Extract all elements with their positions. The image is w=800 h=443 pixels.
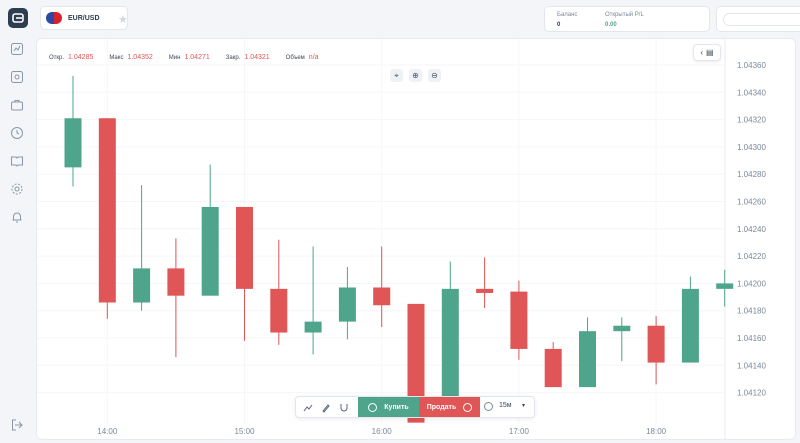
indicators-icon[interactable] xyxy=(302,401,314,413)
candle-body[interactable] xyxy=(64,118,82,168)
candle-body[interactable] xyxy=(270,288,288,333)
candle-body[interactable] xyxy=(167,268,185,296)
chevron-down-icon[interactable]: ▾ xyxy=(522,403,526,409)
zoom-in-icon[interactable]: ⊕ xyxy=(409,69,422,82)
candle-body[interactable] xyxy=(716,283,734,289)
time-tick-label: 17:00 xyxy=(509,427,530,436)
history-icon[interactable] xyxy=(10,126,24,140)
candle-body[interactable] xyxy=(338,287,356,322)
price-tick-label: 1.04180 xyxy=(737,307,766,316)
chart-panel: 1.04360 1.04340 1.04320 1.04300 1.04280 1.042… xyxy=(36,38,796,440)
price-tick-label: 1.04240 xyxy=(737,225,766,234)
price-tick-label: 1.04260 xyxy=(737,198,766,207)
ohlc-low: Мин 1.04271 xyxy=(168,54,210,61)
price-tick-label: 1.04280 xyxy=(737,170,766,179)
candle-body[interactable] xyxy=(647,325,665,363)
chevron-left-icon: ‹ xyxy=(700,48,704,57)
sell-label: Продать xyxy=(426,403,457,411)
panel-icon: ▤ xyxy=(706,48,714,57)
candle-body[interactable] xyxy=(681,288,699,363)
candle-body[interactable] xyxy=(98,118,116,303)
sell-button[interactable]: Продать xyxy=(419,397,480,417)
price-tick-label: 1.04340 xyxy=(737,88,766,97)
price-tick-label: 1.04160 xyxy=(737,334,766,343)
candle-body[interactable] xyxy=(373,287,391,306)
notifications-icon[interactable] xyxy=(10,210,24,224)
favorite-star-icon[interactable]: ★ xyxy=(118,14,128,26)
price-tick-label: 1.04140 xyxy=(737,361,766,370)
portfolio-icon[interactable] xyxy=(10,98,24,112)
zoom-out-icon[interactable]: ⊖ xyxy=(428,69,441,82)
candle-body[interactable] xyxy=(201,206,219,296)
candle-body[interactable] xyxy=(544,348,562,388)
ohlc-close: Закр. 1.04321 xyxy=(225,54,270,61)
sidebar xyxy=(0,0,34,443)
drawing-icon[interactable] xyxy=(320,401,332,413)
price-tick-label: 1.04360 xyxy=(737,61,766,70)
instrument-selector[interactable]: EUR/USD ★ xyxy=(40,6,128,30)
timeframe-clock-icon xyxy=(484,402,493,411)
candle-body[interactable] xyxy=(304,321,322,333)
eur-usd-flag-icon xyxy=(46,12,62,24)
account-summary: Баланс 0 Открытый P/L 0.00 xyxy=(544,6,710,32)
price-tick-label: 1.04300 xyxy=(737,143,766,152)
time-tick-label: 14:00 xyxy=(97,427,118,436)
balance-label: Баланс xyxy=(557,12,578,18)
time-tick-label: 18:00 xyxy=(646,427,667,436)
crosshair-icon[interactable]: ⌖ xyxy=(390,69,403,82)
time-tick-label: 15:00 xyxy=(234,427,255,436)
candle-body[interactable] xyxy=(613,325,631,332)
education-icon[interactable] xyxy=(10,154,24,168)
balance-value: 0 xyxy=(557,22,561,28)
candle-body[interactable] xyxy=(236,206,253,289)
candle-body[interactable] xyxy=(579,331,596,388)
magnet-icon[interactable] xyxy=(338,401,350,413)
sell-arrow-icon xyxy=(463,402,473,412)
candle-body[interactable] xyxy=(441,288,459,414)
analytics-icon[interactable] xyxy=(10,70,24,84)
app-logo[interactable] xyxy=(8,8,28,28)
price-tick-label: 1.04220 xyxy=(737,252,766,261)
buy-label: Купить xyxy=(384,403,409,411)
price-tick-label: 1.04200 xyxy=(737,279,766,288)
ohlc-open: Откр. 1.04285 xyxy=(49,54,94,61)
open-pl-value: 0.00 xyxy=(605,22,617,28)
price-chart[interactable]: 1.04360 1.04340 1.04320 1.04300 1.04280 1.042… xyxy=(37,39,796,440)
price-tick-label: 1.04320 xyxy=(737,116,766,125)
open-pl-label: Открытый P/L xyxy=(605,12,644,18)
chart-icon[interactable] xyxy=(10,42,24,56)
candle-body[interactable] xyxy=(133,268,151,303)
candle-body[interactable] xyxy=(510,291,528,349)
account-extra-field[interactable] xyxy=(723,13,800,26)
trade-bar: Купить Продать 15м ▾ xyxy=(295,396,535,418)
buy-arrow-icon xyxy=(368,402,378,412)
settings-icon[interactable] xyxy=(10,182,24,196)
ohlc-volume: Объем n/a xyxy=(285,54,319,61)
price-tick-label: 1.04120 xyxy=(737,389,766,398)
account-extra-panel xyxy=(716,6,800,32)
timeframe-selector[interactable]: 15м xyxy=(499,402,512,409)
instrument-label: EUR/USD xyxy=(68,14,100,22)
candle-body[interactable] xyxy=(407,303,425,423)
ohlc-readout: Откр. 1.04285 Макс 1.04352 Мин 1.04271 Закр… xyxy=(49,54,319,61)
logout-icon[interactable] xyxy=(10,418,24,432)
buy-button[interactable]: Купить xyxy=(358,397,419,417)
top-bar: EUR/USD ★ Баланс 0 Открытый P/L 0.00 xyxy=(34,0,800,36)
time-tick-label: 16:00 xyxy=(372,427,393,436)
collapse-panel-button[interactable]: ‹ ▤ xyxy=(693,44,721,61)
candle-body[interactable] xyxy=(476,288,494,293)
ohlc-high: Макс 1.04352 xyxy=(109,54,153,61)
